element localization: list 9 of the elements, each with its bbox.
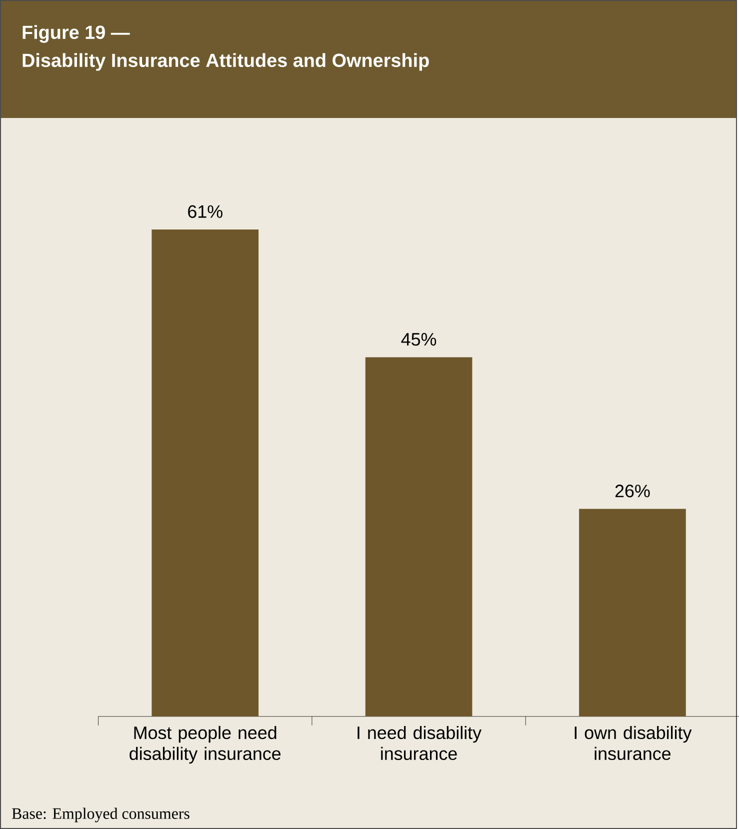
x-tick-label: I own disability insurance — [574, 726, 692, 760]
text: Base: Employed consumers — [12, 808, 190, 822]
chart-title: Figure 19 — — [22, 25, 130, 43]
data-label: 45% — [401, 333, 436, 346]
x-tick-label: Most people need disability insurance — [129, 726, 280, 764]
data-label: 26% — [615, 484, 650, 498]
data-label: 61% — [188, 205, 222, 218]
x-tick-label: I need disability insurance — [357, 726, 482, 760]
chart-subtitle: Disability Insurance Attitudes and Ownership — [22, 53, 429, 71]
